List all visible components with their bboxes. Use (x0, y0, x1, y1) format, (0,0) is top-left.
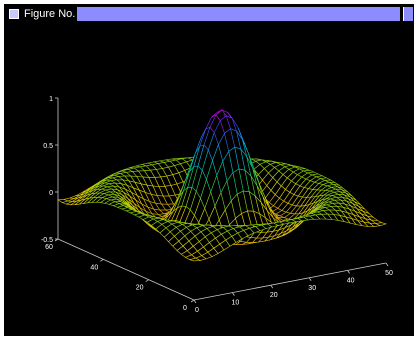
axes-group (54, 97, 389, 304)
y-tick-label: 0 (183, 305, 187, 312)
surface-cell (374, 222, 388, 227)
surface-mesh (57, 109, 388, 262)
x-tick (232, 292, 235, 296)
y-tick-label: 40 (90, 264, 98, 271)
plot-area: 0 10 20 30 40 50 0 20 40 60 -0.5 0 0.5 1 (4, 24, 414, 336)
y-tick (145, 279, 149, 282)
y-tick (190, 299, 195, 303)
tick-labels: 0 10 20 30 40 50 0 20 40 60-0.5 0 0.5 1 (41, 96, 393, 314)
close-icon[interactable] (403, 7, 413, 21)
figure-window: Figure No. 1 0 10 20 30 40 50 0 20 40 60 -0.5 0 0.5 1 (4, 4, 414, 336)
x-tick-label: 20 (270, 292, 278, 299)
x-tick-label: 10 (232, 300, 240, 307)
y-tick-label: 20 (136, 285, 144, 292)
x-tick-label: 30 (308, 285, 316, 292)
y-axis-line (57, 238, 195, 301)
z-tick-label: 1 (49, 96, 53, 103)
x-tick-label: 40 (347, 277, 355, 284)
window-menu-icon[interactable] (9, 9, 19, 19)
z-tick-label: -0.5 (41, 237, 53, 244)
surface-plot: 0 10 20 30 40 50 0 20 40 60-0.5 0 0.5 1 (41, 96, 393, 314)
x-tick (385, 262, 389, 267)
x-tick (347, 270, 350, 274)
window-title: Figure No. 1 (24, 8, 85, 20)
title-bar[interactable]: Figure No. 1 (4, 4, 414, 24)
z-tick-label: 0 (49, 190, 53, 197)
title-bar-fill (77, 7, 400, 21)
y-tick-label: 60 (45, 244, 53, 251)
y-tick (100, 259, 104, 262)
x-tick (308, 277, 312, 282)
x-tick (270, 284, 274, 289)
x-tick (193, 299, 197, 304)
x-tick-label: 50 (385, 270, 393, 277)
x-tick-label: 0 (195, 307, 199, 314)
z-tick-label: 0.5 (43, 143, 53, 150)
x-axis-line (193, 262, 387, 301)
